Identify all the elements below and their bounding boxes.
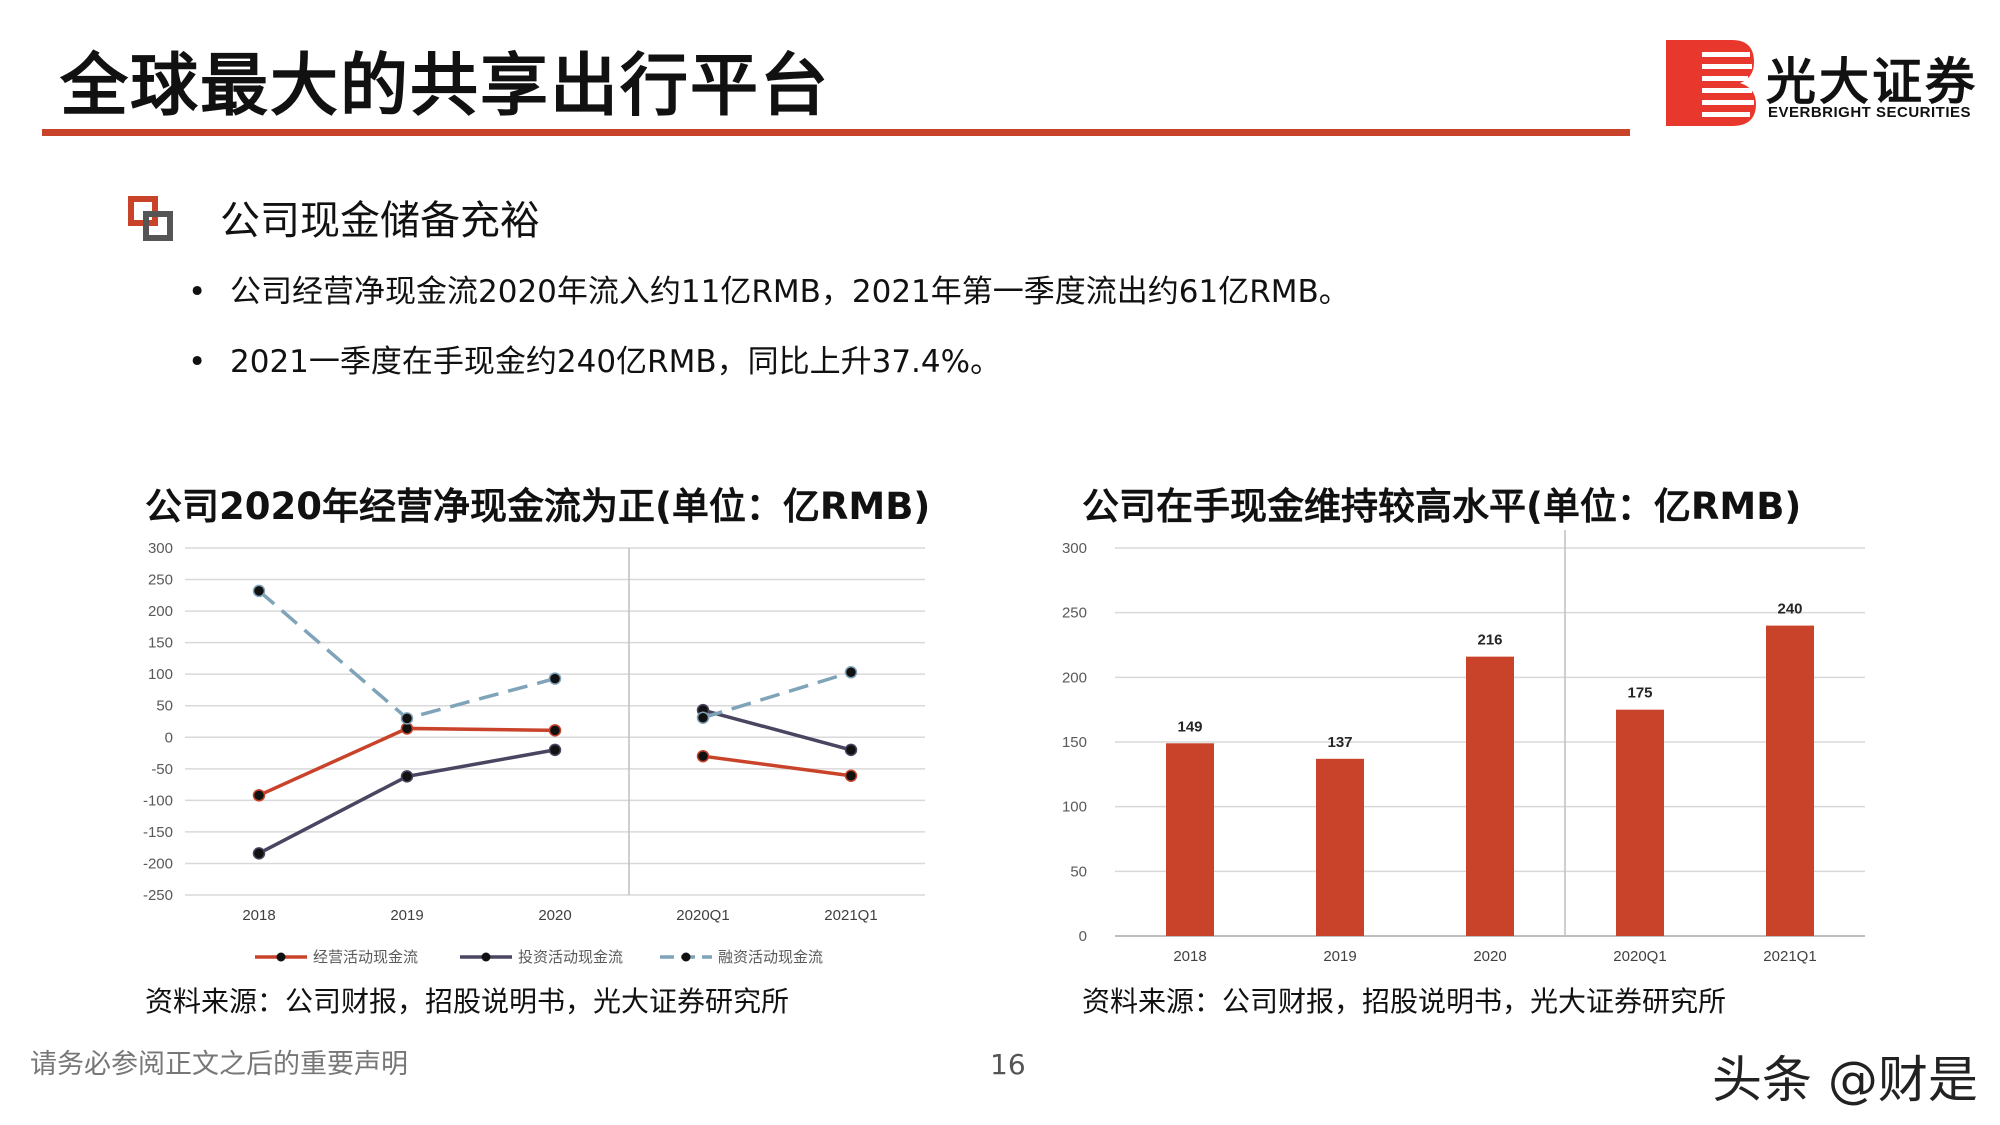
bullet-dot-icon: • [188, 344, 207, 380]
bar [1466, 656, 1514, 936]
y-tick-label: 300 [1062, 540, 1087, 557]
data-point [252, 789, 266, 802]
page-title: 全球最大的共享出行平台 [60, 47, 831, 126]
y-tick-label: 0 [1079, 928, 1087, 945]
data-label: 175 [1627, 685, 1652, 702]
watermark: 头条 @财是 [1712, 1051, 1978, 1109]
series-line [702, 754, 852, 778]
right-chart-title: 公司在手现金维持较高水平(单位：亿RMB) [1082, 485, 1802, 528]
y-tick-label: -150 [143, 824, 173, 841]
bar [1766, 625, 1814, 936]
bullet-text: 2021一季度在手现金约240亿RMB，同比上升37.4%。 [230, 344, 1002, 380]
series-line [258, 726, 556, 797]
y-tick-label: 50 [156, 698, 173, 715]
left-chart-title: 公司2020年经营净现金流为正(单位：亿RMB) [145, 485, 931, 528]
legend-marker [276, 952, 286, 962]
bar [1316, 758, 1364, 936]
disclaimer-text: 请务必参阅正文之后的重要声明 [30, 1049, 408, 1080]
x-tick-label: 2020 [1473, 948, 1506, 965]
series-line [702, 708, 852, 752]
y-tick-label: 0 [165, 729, 173, 746]
legend-label: 经营活动现金流 [313, 949, 418, 966]
x-tick-label: 2019 [1323, 948, 1356, 965]
y-tick-label: -50 [151, 761, 173, 778]
data-point [548, 724, 562, 737]
bar [1166, 743, 1214, 936]
bullet-dot-icon: • [188, 274, 207, 310]
y-tick-label: 100 [148, 666, 173, 683]
right-chart-source: 资料来源：公司财报，招股说明书，光大证券研究所 [1082, 985, 1727, 1018]
data-point [400, 712, 414, 725]
data-point [696, 711, 710, 724]
y-tick-label: -250 [143, 887, 173, 904]
data-label: 216 [1477, 632, 1502, 649]
series-line [258, 748, 556, 855]
everbright-logo: 光大证券 EVERBRIGHT SECURITIES [1662, 38, 1982, 130]
data-point [844, 743, 858, 757]
data-point [400, 770, 414, 783]
y-tick-label: 250 [1062, 605, 1087, 622]
cash-flow-line-chart: 300 250 200 150 100 50 0 -50 -100 -150 -200 -250 201… [143, 540, 925, 966]
x-tick-label: 2021Q1 [824, 907, 877, 924]
data-label: 149 [1177, 718, 1202, 735]
y-tick-label: -200 [143, 855, 173, 872]
x-tick-label: 2020Q1 [1613, 948, 1666, 965]
legend-label: 投资活动现金流 [518, 949, 623, 966]
page-number: 16 [990, 1048, 1026, 1081]
legend-marker [481, 952, 491, 962]
legend-marker [681, 952, 691, 962]
data-point [548, 743, 562, 757]
left-chart-source: 资料来源：公司财报，招股说明书，光大证券研究所 [145, 985, 790, 1018]
x-tick-label: 2021Q1 [1763, 948, 1816, 965]
logo-text-cn: 光大证券 [1766, 53, 1978, 111]
x-tick-label: 2020 [538, 907, 571, 924]
y-tick-label: 50 [1070, 863, 1087, 880]
data-point [548, 672, 562, 685]
series-line [257, 589, 556, 721]
y-tick-label: 300 [148, 540, 173, 557]
data-label: 240 [1777, 601, 1802, 618]
legend-label: 融资活动现金流 [718, 949, 823, 966]
x-tick-label: 2018 [1173, 948, 1206, 965]
bullet-text: 公司经营净现金流2020年流入约11亿RMB，2021年第一季度流出约61亿RM… [230, 274, 1350, 310]
cash-on-hand-bar-chart: 300 250 200 150 100 50 0 149 2018 137 2019 216 2020 1… [1062, 530, 1865, 965]
y-tick-label: 100 [1062, 799, 1087, 816]
bullet-item: • 公司经营净现金流2020年流入约11亿RMB，2021年第一季度流出约61亿R… [188, 266, 1350, 311]
y-tick-label: -100 [143, 792, 173, 809]
data-label: 137 [1327, 734, 1352, 751]
x-tick-label: 2020Q1 [676, 907, 729, 924]
data-point [252, 847, 266, 860]
everbright-logo-mark-icon [1666, 40, 1756, 126]
bar [1616, 709, 1664, 936]
section-square-icon [128, 196, 176, 248]
y-tick-label: 150 [148, 635, 173, 652]
data-point [844, 769, 858, 783]
y-tick-label: 200 [148, 603, 173, 620]
bullet-item: • 2021一季度在手现金约240亿RMB，同比上升37.4%。 [188, 336, 1001, 381]
x-tick-label: 2019 [390, 907, 423, 924]
logo-text-en: EVERBRIGHT SECURITIES [1768, 104, 1972, 121]
section-heading: 公司现金储备充裕 [220, 198, 540, 244]
data-point [844, 666, 858, 679]
y-tick-label: 250 [148, 572, 173, 589]
data-point [252, 584, 266, 598]
y-tick-label: 150 [1062, 734, 1087, 751]
title-divider [42, 129, 1630, 136]
x-tick-label: 2018 [242, 907, 275, 924]
data-point [696, 749, 710, 763]
series-line [702, 670, 852, 720]
y-tick-label: 200 [1062, 669, 1087, 686]
